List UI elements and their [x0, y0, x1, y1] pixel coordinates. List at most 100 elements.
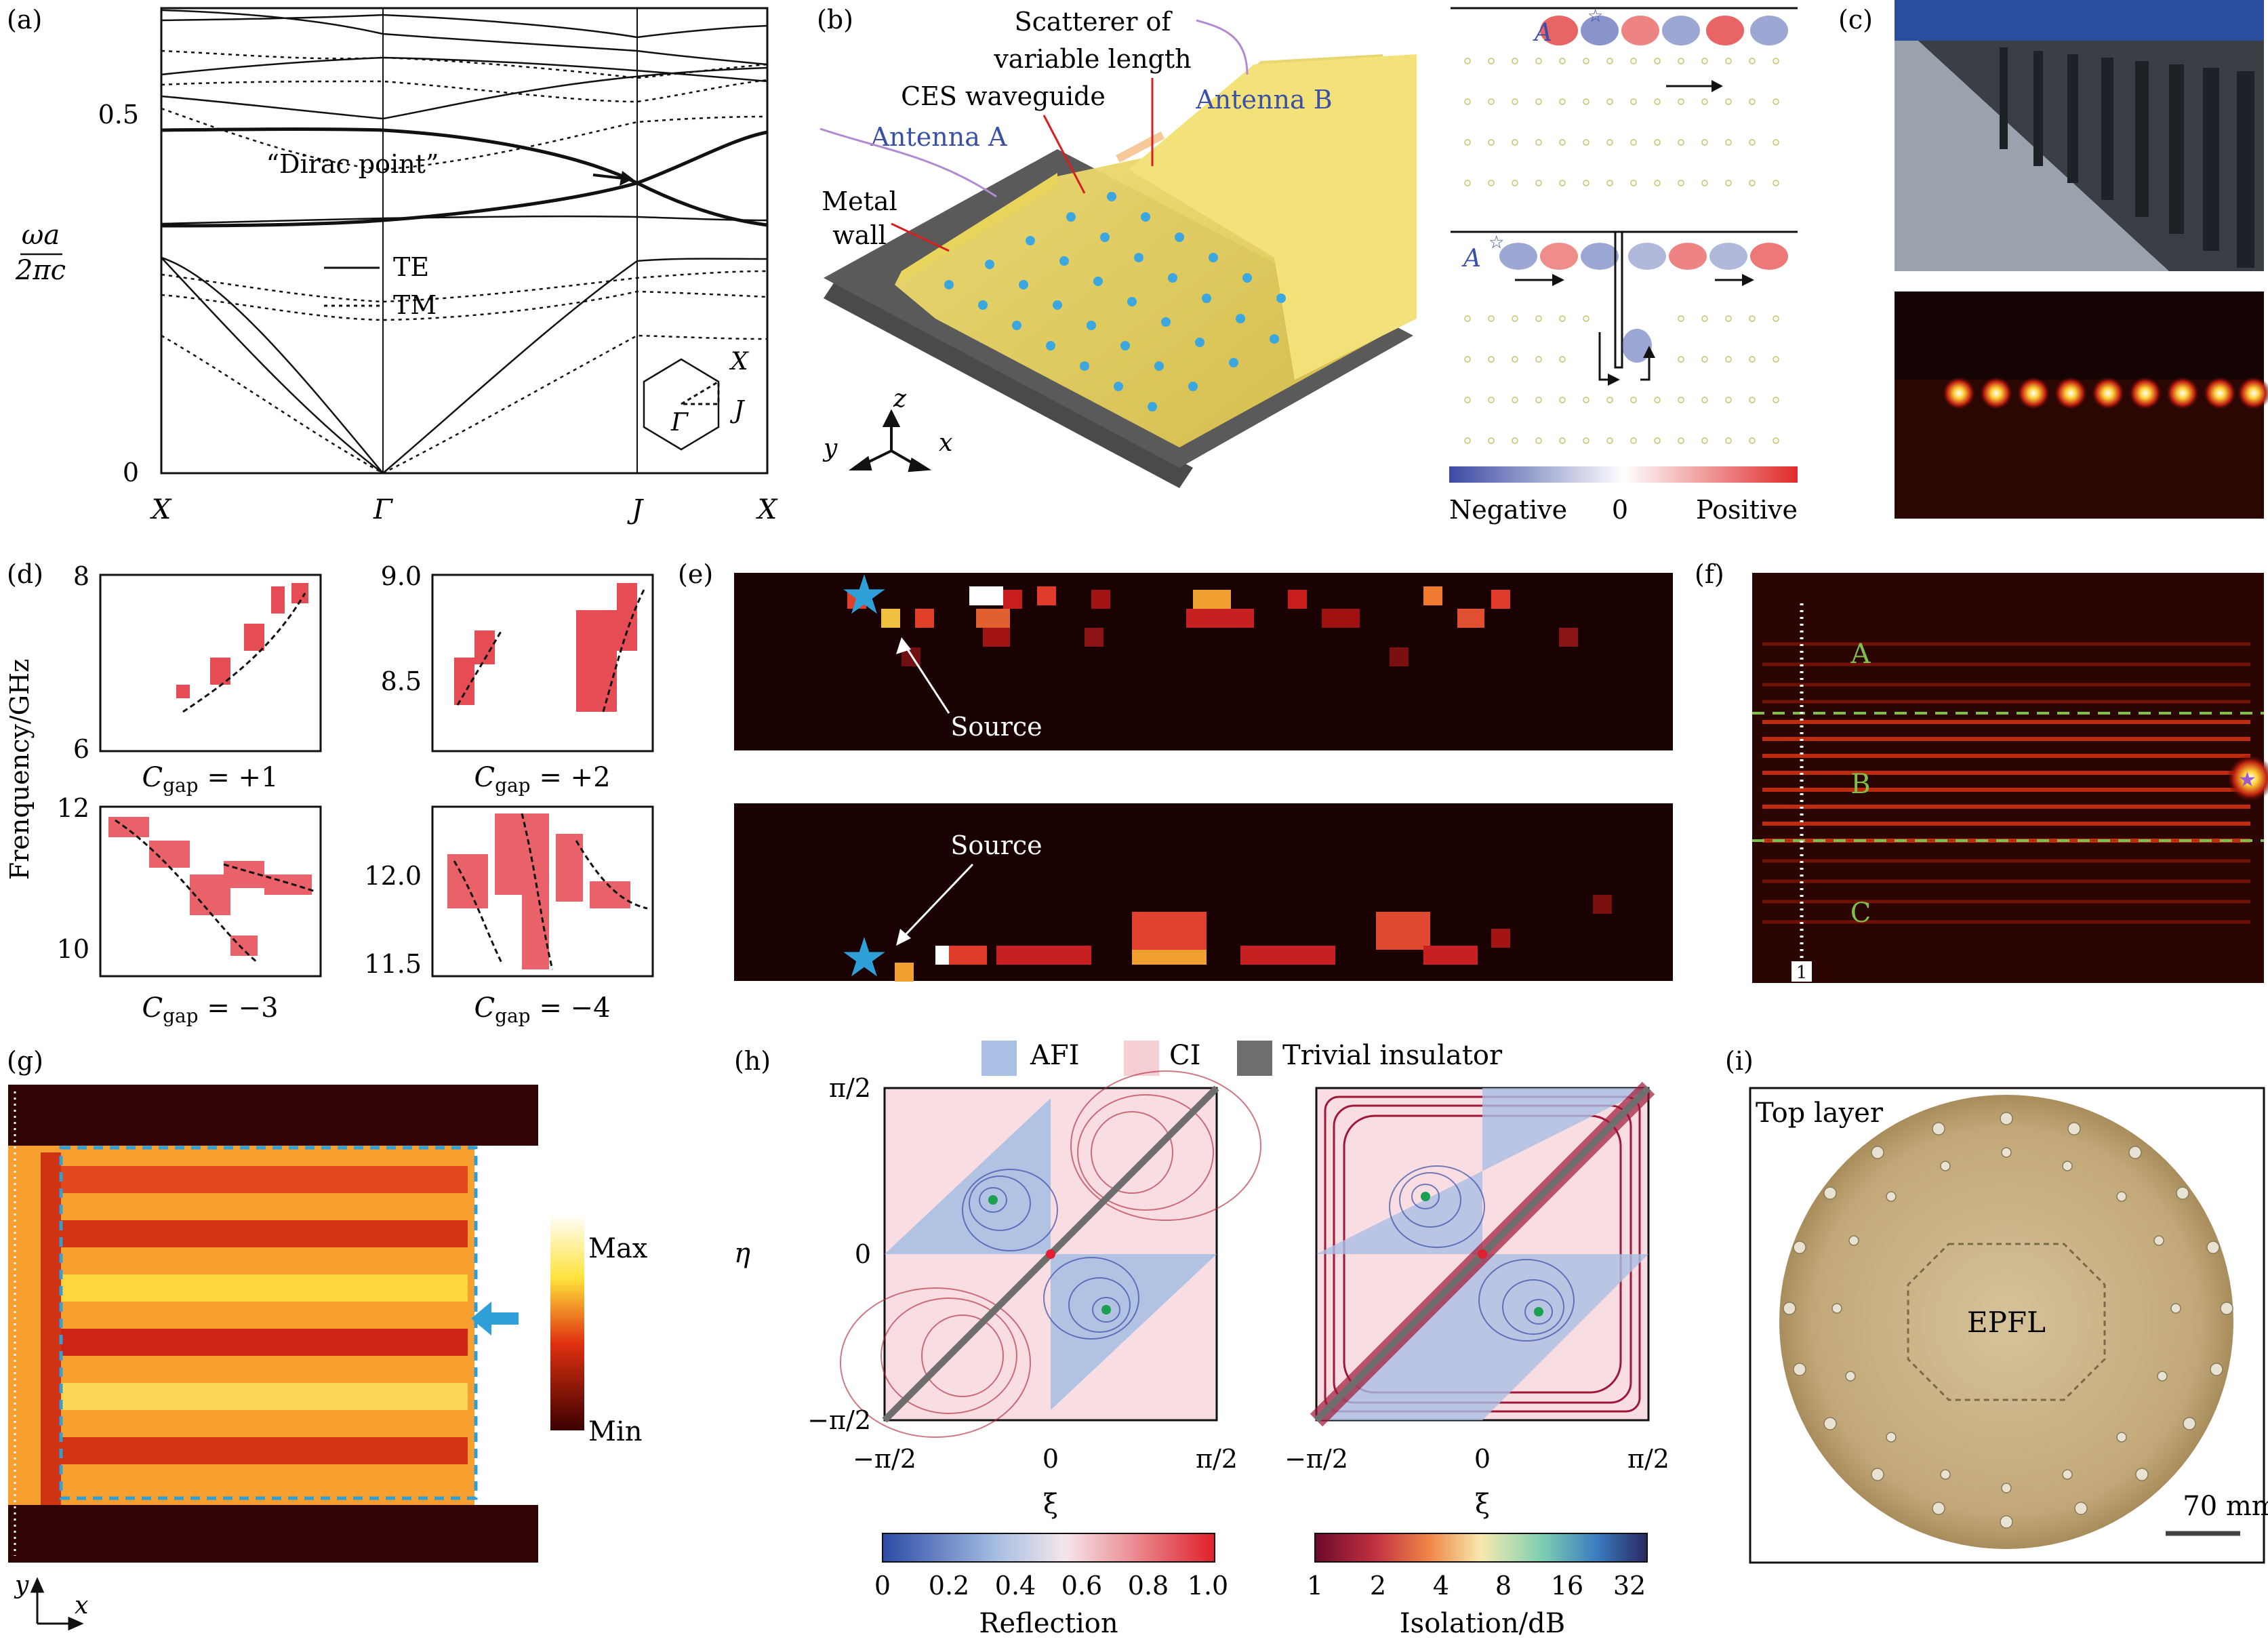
h-left-contours: [840, 1070, 1261, 1438]
g-axis-x: x: [75, 1592, 88, 1620]
panel-a-frame: [160, 7, 769, 475]
h-left-ytick-mid: 0: [855, 1239, 871, 1269]
h-left-xtick-left: −π/2: [853, 1444, 916, 1474]
h-left-point1: [988, 1195, 998, 1205]
f-marker-box: [1791, 961, 1812, 982]
g-map-checker: [41, 1152, 468, 1505]
svg-text:0.2: 0.2: [929, 1571, 969, 1601]
d-sub3-fit-b: [223, 863, 316, 893]
field-label-a-bottom: A: [1461, 245, 1481, 273]
b-cb-negative: Negative: [1449, 495, 1567, 525]
panel-g: (g) Max Min y x: [7, 1046, 648, 1631]
h-right-point1: [1421, 1192, 1430, 1201]
h-left-xtick-right: π/2: [1196, 1444, 1238, 1474]
h-left-ytick-top: π/2: [829, 1073, 871, 1103]
d-sub2-data: [454, 583, 637, 712]
e-star-bottom: ★: [840, 926, 889, 989]
f-field: [1752, 573, 2264, 983]
h-cb-reflection-ticks: 0 0.2 0.4 0.6 0.8 1.0: [874, 1571, 1228, 1601]
a-ylabel-den: 2πc: [15, 255, 66, 286]
f-region-b: B: [1850, 769, 1870, 800]
svg-text:8: 8: [1495, 1571, 1512, 1601]
b-axis-z: z: [893, 385, 907, 413]
callout-wall: wall: [832, 220, 887, 250]
f-source-star: ★: [2238, 768, 2256, 792]
a-xtick-x1: X: [150, 494, 172, 525]
e-source-arrowhead-bottom: [896, 929, 911, 946]
panel-e-tag: (e): [678, 559, 713, 589]
h-cb-isolation: [1314, 1533, 1648, 1563]
h-left-origin: [1046, 1249, 1055, 1259]
d-sub2-label: Cgap = +2: [474, 762, 610, 797]
d-sub1-label: Cgap = +1: [142, 762, 278, 797]
d-ylabel: Frenquency/GHz: [5, 659, 35, 880]
antenna-a-cable: [819, 127, 997, 198]
b-cb-positive: Positive: [1696, 495, 1798, 525]
field-map-bottom: [1499, 230, 1788, 386]
lattice-dots: [1464, 58, 1779, 444]
h-ylabel: η: [734, 1238, 750, 1269]
g-axis-y: y: [14, 1571, 29, 1599]
pcb-octagon: [1907, 1243, 2106, 1401]
panel-i: (i) Top layer EPFL 70 mm: [1725, 1046, 2268, 1564]
panel-b: (b) Scatterer of variable length CES wav…: [817, 5, 1798, 525]
e-star-top: ★: [840, 563, 889, 626]
g-boundary: [59, 1146, 478, 1500]
i-scale-text: 70 mm: [2183, 1491, 2268, 1522]
photo-rods-top: [1895, 0, 2264, 41]
e-map-bottom-cells: [895, 895, 1612, 982]
d-sub2-fit-b: [602, 589, 645, 712]
panel-c-tag: (c): [1838, 5, 1873, 35]
g-map-bottom-dark: [8, 1505, 538, 1563]
h-left-ytick-bot: −π/2: [807, 1405, 871, 1435]
svg-text:4: 4: [1433, 1571, 1449, 1601]
a-ytick-05: 0.5: [98, 100, 139, 129]
top-plate-gold: [1129, 54, 1417, 380]
legend-afi-swatch: [981, 1041, 1017, 1076]
b-axes: [848, 409, 932, 473]
f-region-a: A: [1850, 639, 1871, 670]
legend-ci-swatch: [1124, 1041, 1159, 1076]
h-left-afi-contours: [962, 1169, 1139, 1340]
d-sub3-tick-bot: 10: [57, 934, 89, 964]
h-cb-reflection: [882, 1533, 1215, 1563]
d-sub4-fit-b: [521, 813, 554, 970]
bz-gamma: Γ: [670, 409, 689, 437]
e-source-arrow-bottom: [900, 863, 974, 940]
h-right-xtick-mid: 0: [1474, 1444, 1491, 1474]
bz-hexagon: [643, 358, 720, 451]
h-left-point2: [1101, 1305, 1111, 1314]
callout-metal: Metal: [822, 186, 897, 216]
g-min: Min: [588, 1416, 643, 1447]
legend-tm: TM: [393, 290, 437, 320]
star-bottom: ☆: [1489, 233, 1504, 253]
e-source-top: Source: [950, 712, 1042, 742]
field-map-top: [1451, 7, 1798, 225]
h-right-point2: [1534, 1307, 1543, 1317]
g-arrow-head: [471, 1302, 491, 1335]
f-stripes-outer: [1762, 642, 2250, 924]
g-axes: [30, 1577, 84, 1631]
d-sub3-tick-top: 12: [57, 793, 89, 823]
svg-text:0: 0: [874, 1571, 891, 1601]
panel-e: (e) ★ Source ★ Source: [678, 559, 1673, 989]
d-sub3-fit-a: [115, 819, 258, 964]
svg-text:1: 1: [1307, 1571, 1323, 1601]
panel-f-tag: (f): [1695, 559, 1724, 589]
h-right-xlabel: ξ: [1475, 1489, 1490, 1520]
d-sub1-tick-top: 8: [73, 561, 89, 591]
d-sub2-tick-bot: 8.5: [381, 666, 422, 696]
panel-c: (c): [1838, 0, 2268, 519]
d-sub2-tick-top: 9.0: [381, 561, 422, 591]
h-right-xtick-left: −π/2: [1284, 1444, 1348, 1474]
f-marker: 1: [1796, 963, 1808, 983]
i-chip-label: EPFL: [1967, 1306, 2046, 1339]
callout-lines: [891, 78, 1154, 252]
panel-a: (a) “Dirac point”: [7, 5, 778, 525]
panel-i-tag: (i): [1725, 1046, 1754, 1076]
panel-h: (h) AFI CI Trivial insulator π/2 0 −π/2 …: [734, 1040, 1669, 1639]
d-sub1-tick-bot: 6: [73, 734, 89, 764]
bz-path: [677, 380, 720, 405]
d-sub4-tick-top: 12.0: [364, 861, 422, 891]
h-left-xtick-mid: 0: [1042, 1444, 1059, 1474]
